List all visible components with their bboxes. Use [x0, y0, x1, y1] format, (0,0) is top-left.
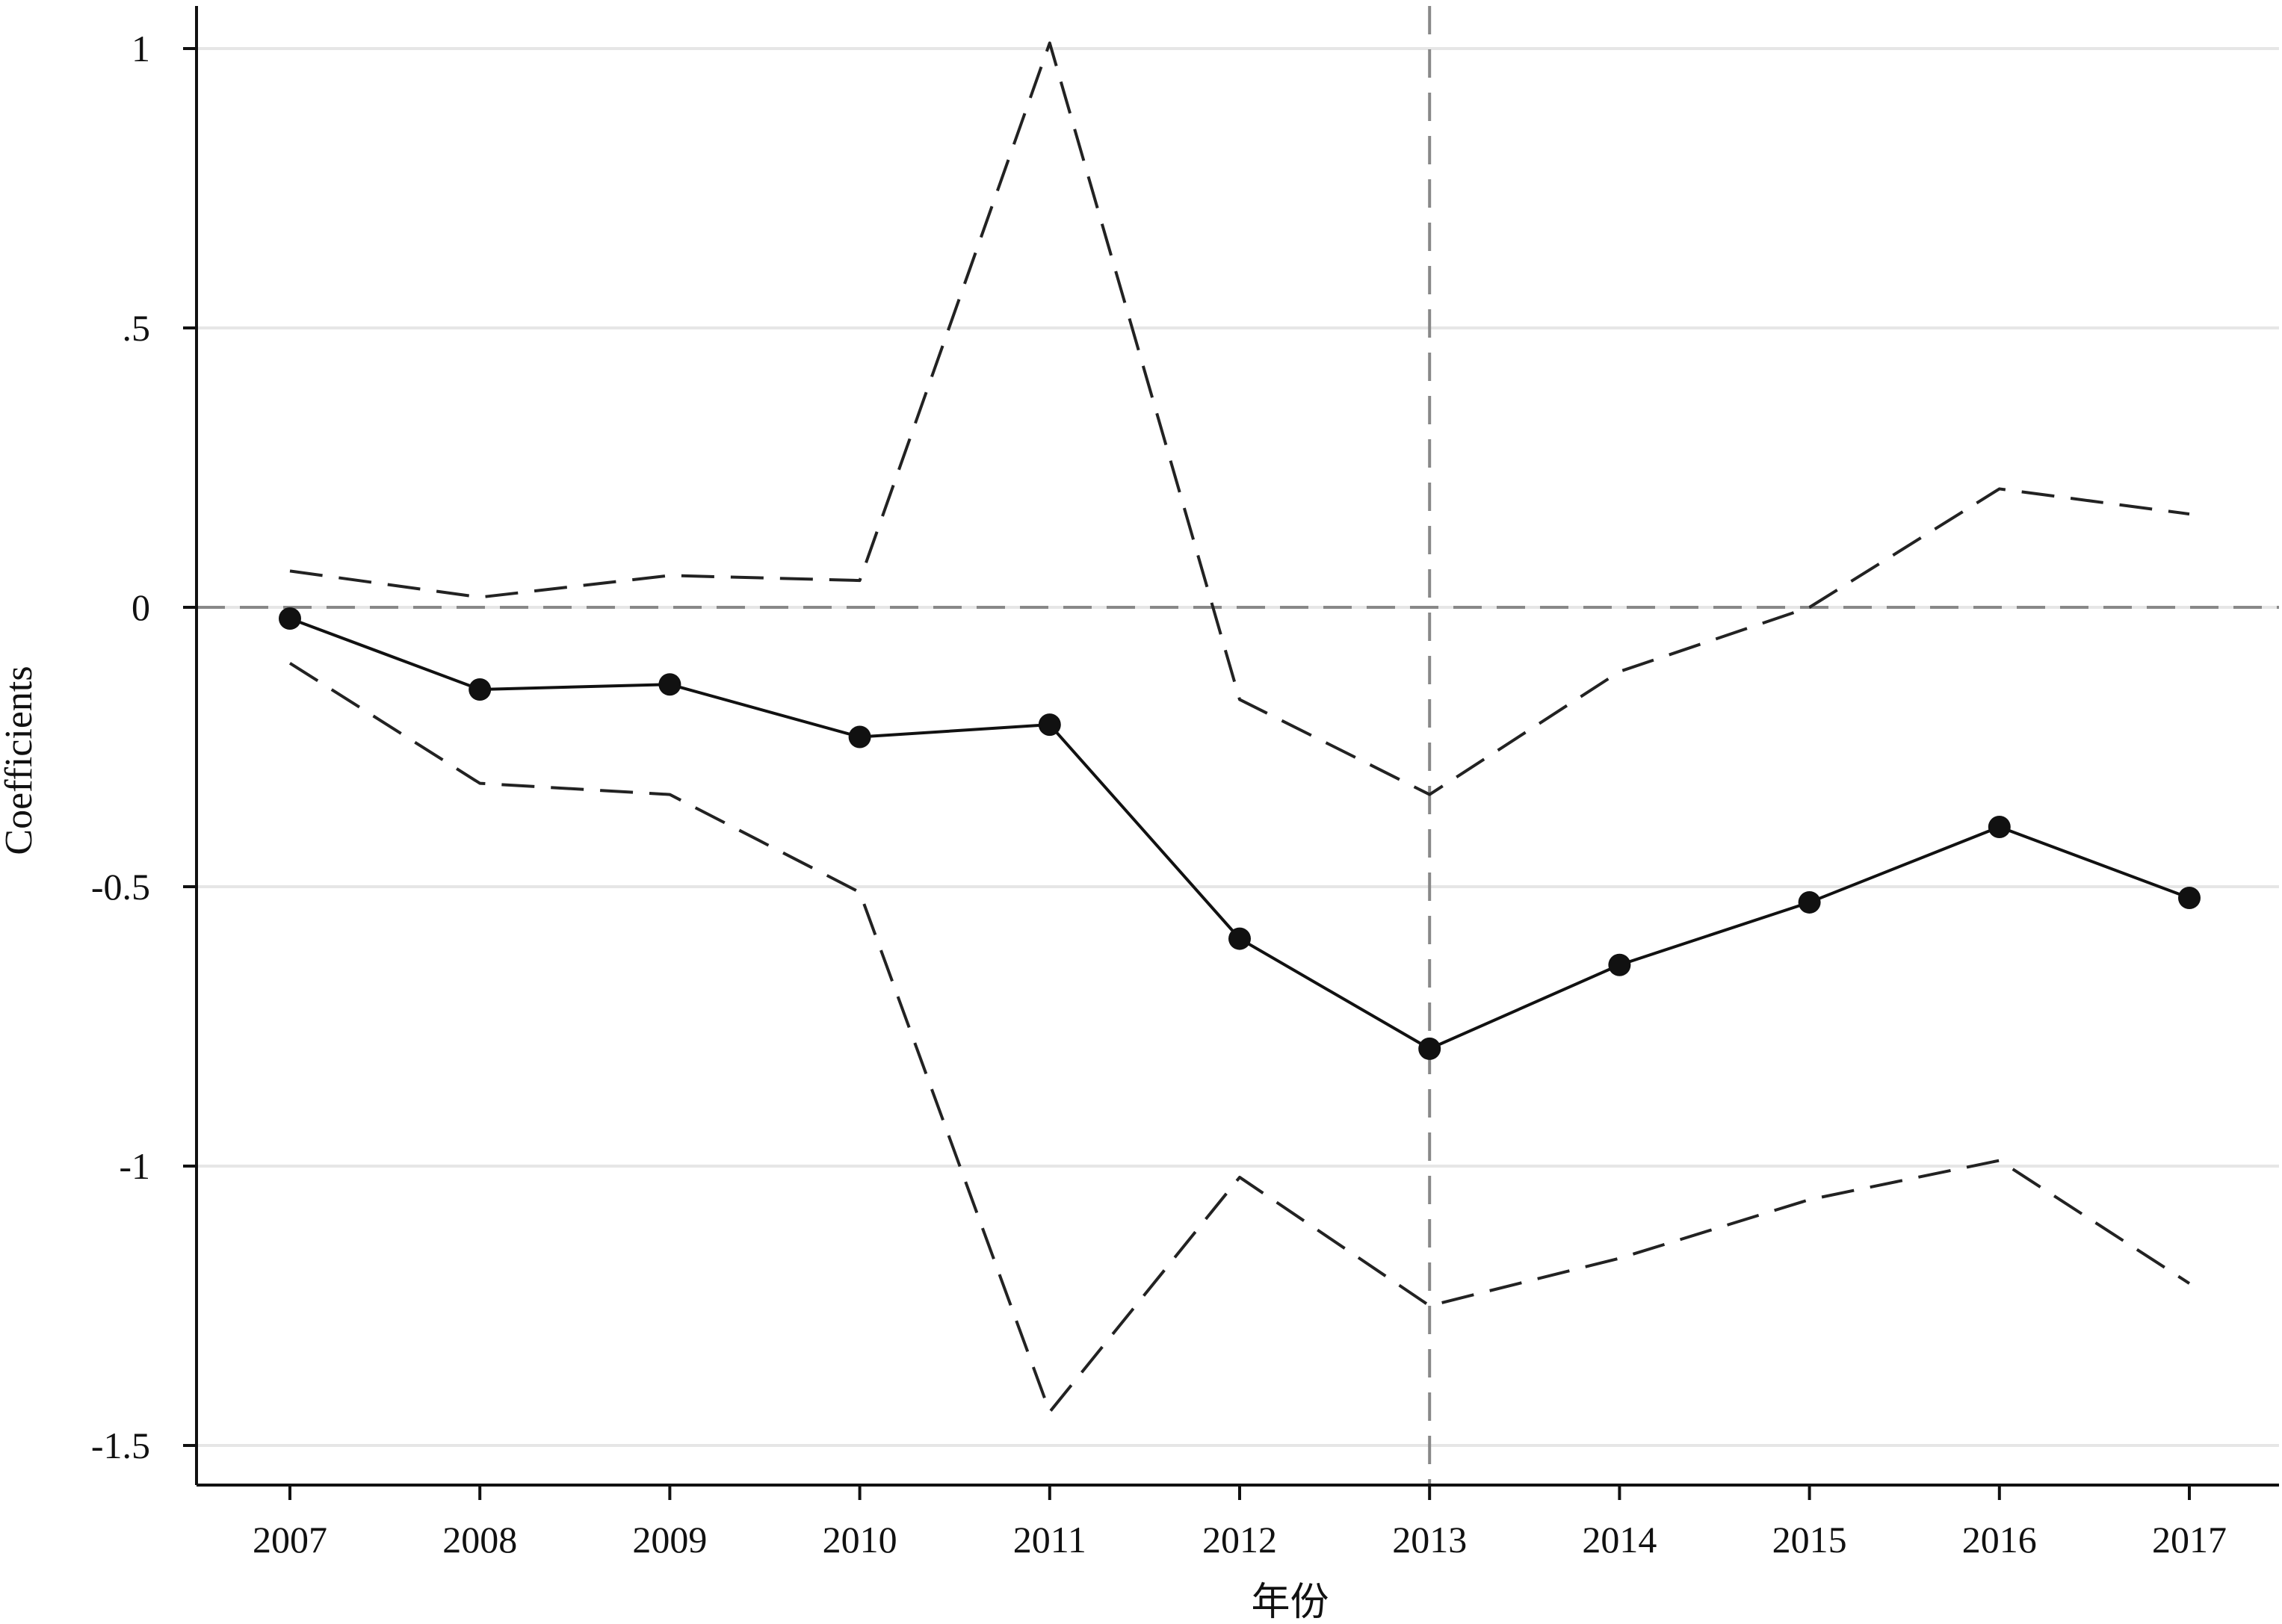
estimate-point-2008: [469, 678, 492, 701]
estimate-point-2010: [848, 725, 871, 749]
estimate-point-2014: [1608, 953, 1631, 976]
x-tick-label: 2013: [1392, 1519, 1467, 1561]
x-tick-label: 2010: [823, 1519, 897, 1561]
upper-ci-line: [289, 41, 2190, 796]
series: [288, 41, 2191, 1414]
y-tick-label: -1.5: [91, 1425, 150, 1466]
x-tick-label: 2012: [1202, 1519, 1277, 1561]
x-tick-label: 2016: [1962, 1519, 2037, 1561]
x-tick-label: 2011: [1013, 1519, 1086, 1561]
axes: [183, 6, 2279, 1500]
x-tick-label: 2009: [632, 1519, 707, 1561]
reference-lines: [197, 6, 2279, 1485]
markers: [279, 607, 2201, 1060]
y-tick-label: 0: [132, 586, 150, 628]
lower-ci-line: [288, 662, 2191, 1414]
estimate-point-2016: [1988, 815, 2011, 838]
y-tick-label: .5: [123, 307, 151, 349]
estimate-point-2007: [279, 607, 301, 630]
y-tick-label: -0.5: [91, 866, 150, 908]
estimate-point-2012: [1228, 927, 1251, 950]
estimate-point-2011: [1038, 713, 1061, 737]
estimate-point-2015: [1798, 890, 1821, 914]
x-tick-label: 2008: [442, 1519, 517, 1561]
x-tick-label: 2007: [253, 1519, 327, 1561]
tick-labels: 1 .5 0 -0.5 -1 -1.5 2007 2008 2009 2010 2011 2012 20…: [91, 28, 2227, 1561]
y-tick-label: 1: [132, 28, 150, 69]
x-axis-title: 年份: [1251, 1581, 1329, 1624]
estimate-point-2013: [1418, 1037, 1441, 1060]
estimate-line: [289, 617, 2190, 1050]
estimate-point-2017: [2178, 886, 2201, 909]
y-axis-title: Coefficients: [0, 666, 40, 855]
gridlines: [197, 47, 2279, 1447]
y-tick-label: -1: [119, 1145, 150, 1187]
x-tick-label: 2017: [2152, 1519, 2227, 1561]
x-tick-label: 2015: [1772, 1519, 1847, 1561]
x-tick-label: 2014: [1582, 1519, 1657, 1561]
estimate-point-2009: [658, 673, 681, 696]
